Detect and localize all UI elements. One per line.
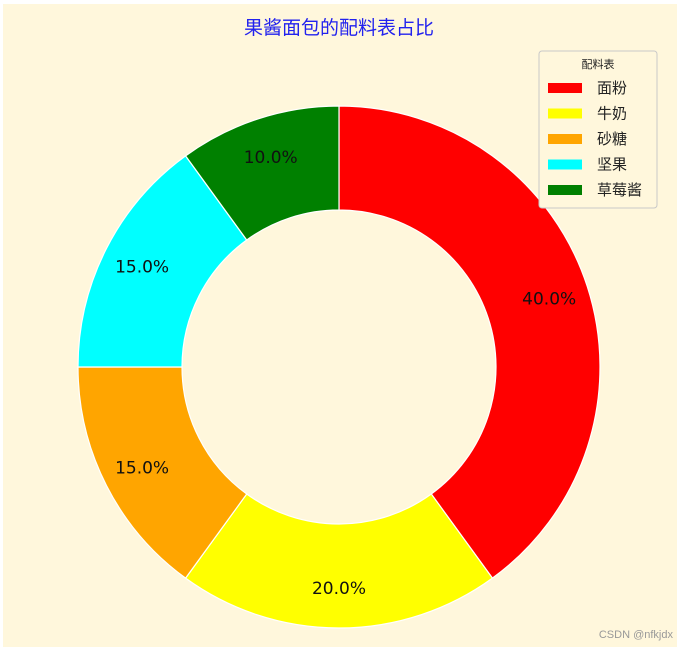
legend-label-4: 坚果 bbox=[597, 156, 627, 174]
slice-label-2: 20.0% bbox=[312, 579, 366, 599]
legend-swatch-4 bbox=[548, 159, 582, 170]
legend-title: 配料表 bbox=[582, 57, 615, 71]
pie-slice-5 bbox=[184, 105, 340, 241]
figure: 果酱面包的配料表占比 40.0% 20.0% 15.0% 15.0% 10.0% 配料表面粉… bbox=[3, 4, 677, 647]
legend-label-5: 草莓酱 bbox=[597, 181, 642, 199]
slice-label-1: 40.0% bbox=[522, 290, 576, 310]
pie-slice-1 bbox=[338, 105, 601, 579]
legend-label-3: 砂糖 bbox=[597, 130, 627, 148]
slice-label-5: 10.0% bbox=[244, 148, 298, 168]
pie-slice-2 bbox=[184, 493, 494, 629]
legend-label-2: 牛奶 bbox=[597, 105, 627, 123]
watermark: CSDN @nfkjdx bbox=[598, 629, 673, 641]
donut-chart: 果酱面包的配料表占比 40.0% 20.0% 15.0% 15.0% 10.0% 配料表面粉… bbox=[77, 17, 658, 629]
legend-swatch-3 bbox=[548, 134, 582, 144]
legend-swatch-5 bbox=[548, 185, 582, 195]
chart-title: 果酱面包的配料表占比 bbox=[244, 17, 434, 39]
legend-swatch-1 bbox=[548, 83, 582, 93]
legend-swatch-2 bbox=[548, 108, 582, 119]
legend-label-1: 面粉 bbox=[597, 79, 627, 97]
slice-label-4: 15.0% bbox=[115, 258, 169, 278]
slice-label-3: 15.0% bbox=[115, 458, 169, 478]
